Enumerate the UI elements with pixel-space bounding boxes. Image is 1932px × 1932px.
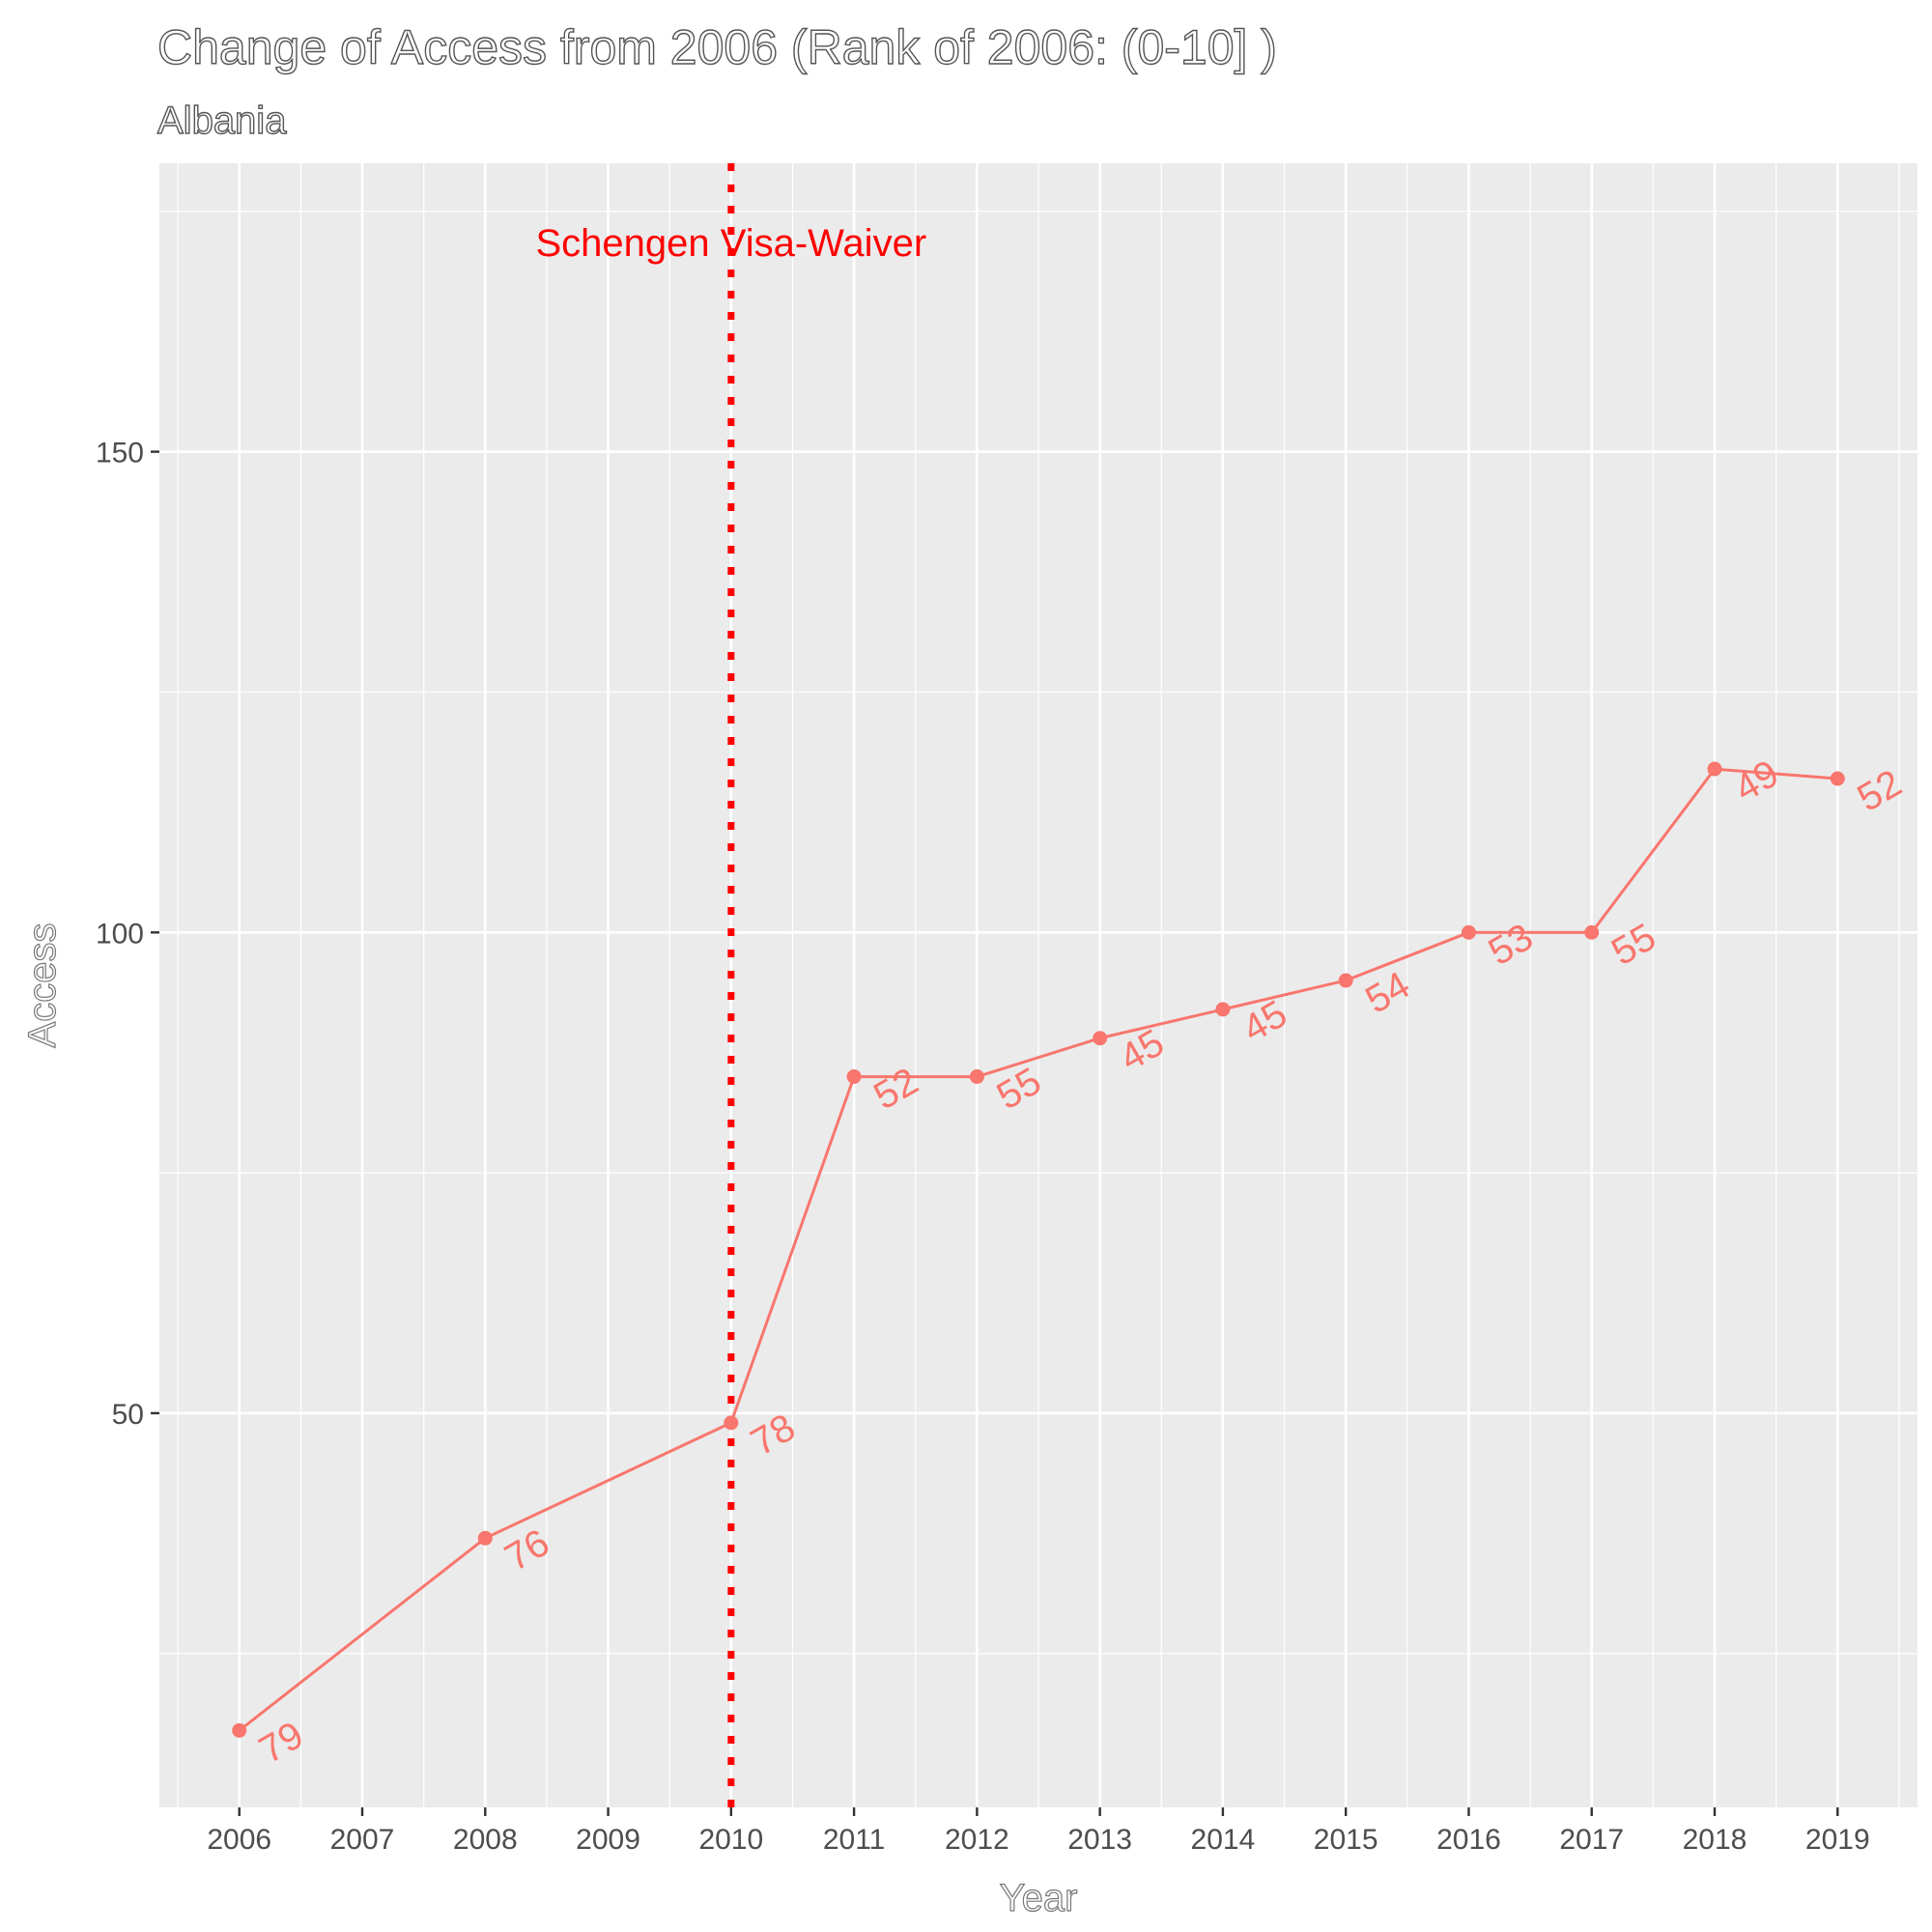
minor-gridlines — [159, 163, 1918, 1807]
data-point — [1461, 924, 1476, 940]
series-line-albania — [238, 767, 1838, 1732]
x-tick-label: 2012 — [945, 1824, 1009, 1856]
chart-subtitle: Albania — [157, 99, 287, 142]
major-gridlines — [159, 163, 1918, 1807]
x-tick-label: 2018 — [1683, 1824, 1747, 1856]
y-axis-title: Access — [21, 923, 64, 1048]
data-point — [1584, 924, 1600, 940]
x-tick-label: 2008 — [453, 1824, 518, 1856]
x-tick-label: 2011 — [823, 1824, 886, 1856]
y-tick-label: 150 — [96, 438, 144, 469]
x-tick-label: 2006 — [207, 1824, 271, 1856]
data-point — [969, 1069, 984, 1085]
data-point — [1707, 761, 1722, 777]
y-tick-label: 100 — [96, 918, 144, 950]
data-point — [1093, 1031, 1108, 1046]
y-axis: 50 100 150 — [96, 438, 159, 1431]
data-point — [232, 1722, 247, 1738]
x-axis-title: Year — [1000, 1877, 1078, 1919]
x-tick-label: 2014 — [1191, 1824, 1256, 1856]
x-tick-label: 2013 — [1067, 1824, 1132, 1856]
x-tick-label: 2017 — [1559, 1824, 1624, 1856]
chart-title: Change of Access from 2006 (Rank of 2006… — [157, 20, 1277, 74]
schengen-event-label: Schengen Visa-Waiver — [535, 222, 926, 265]
data-point — [477, 1530, 493, 1546]
x-tick-label: 2016 — [1436, 1824, 1501, 1856]
data-point — [724, 1415, 739, 1431]
data-point — [1338, 973, 1353, 988]
x-axis: 2006 2007 2008 2009 2010 2011 2012 2013 2014 2015… — [207, 1807, 1870, 1856]
data-points — [232, 761, 1845, 1738]
x-tick-label: 2019 — [1805, 1824, 1870, 1856]
data-point — [846, 1069, 862, 1085]
x-tick-label: 2015 — [1314, 1824, 1378, 1856]
y-tick-label: 50 — [112, 1399, 144, 1431]
x-tick-label: 2009 — [576, 1824, 640, 1856]
data-point — [1830, 771, 1845, 786]
x-tick-label: 2007 — [330, 1824, 395, 1856]
x-tick-label: 2010 — [698, 1824, 763, 1856]
data-point — [1215, 1002, 1231, 1017]
